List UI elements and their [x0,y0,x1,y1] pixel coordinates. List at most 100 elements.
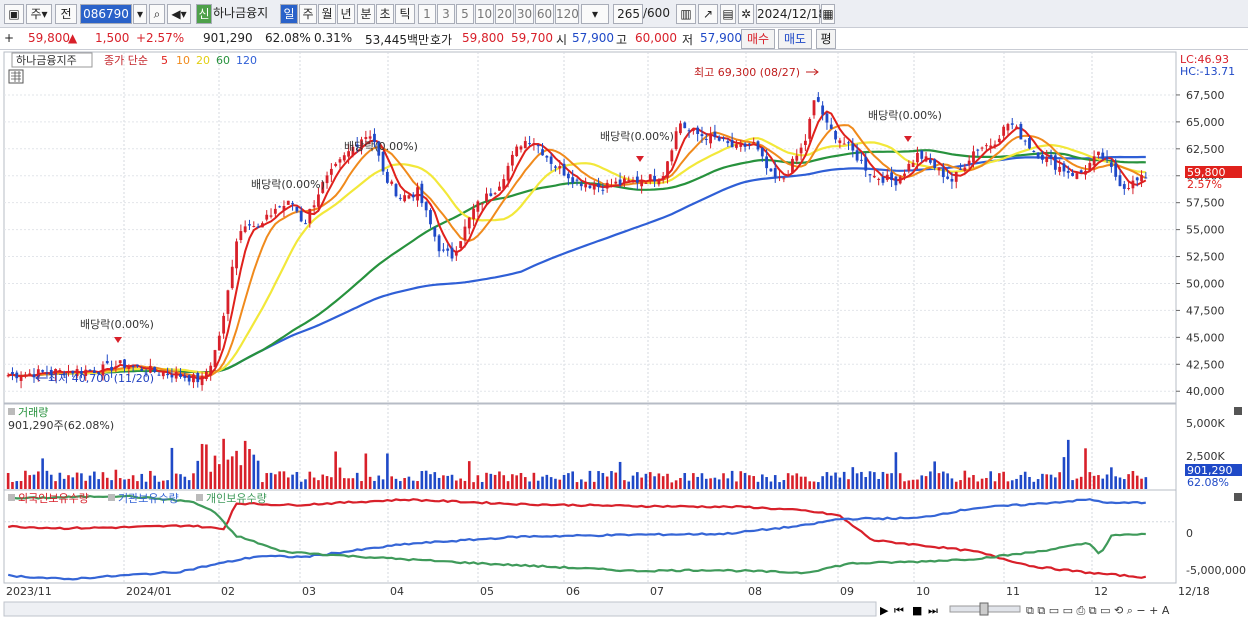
stock-code-input[interactable]: 086790 [80,4,132,24]
interval-60[interactable]: 60 [535,4,554,24]
search-icon[interactable]: ⌕ [149,4,165,24]
volume-bar [334,451,337,489]
candle-body [786,174,790,176]
candle-body [976,149,980,151]
volume-bar [989,471,993,489]
volume-bar [274,474,277,489]
volume-bar [916,479,919,489]
high-arrow-head [813,68,819,76]
close-icon[interactable] [1234,407,1242,415]
interval-20[interactable]: 20 [495,4,514,24]
period-dropdown[interactable]: 주▾ [26,4,52,24]
panel-toggle-icon[interactable] [8,408,15,415]
dividend-note-2: 배당락(0.00%) [251,178,325,191]
speaker-icon[interactable]: ◀▾ [167,4,191,24]
volume-bar [838,477,842,489]
date-input[interactable]: 2024/12/18 [756,4,826,24]
gear-icon[interactable]: ✲ [738,4,754,24]
candle-body [760,148,764,157]
candle-body [536,145,540,147]
candle-body [864,157,868,171]
volume-bar [523,477,527,489]
candle-body [610,185,613,187]
save-icon[interactable]: ▤ [720,4,736,24]
time-scrollbar[interactable] [3,601,877,617]
interval-10[interactable]: 10 [475,4,494,24]
tab-year[interactable]: 년 [337,4,355,24]
interval-30[interactable]: 30 [515,4,534,24]
volume-bar [1032,481,1036,489]
candle-body [200,375,204,386]
eval-button[interactable]: 평 [816,29,836,49]
candle-body [248,224,251,226]
interval-1[interactable]: 1 [418,4,436,24]
tab-second[interactable]: 초 [376,4,394,24]
buy-button[interactable]: 매수 [741,29,775,49]
candle-body [446,248,450,251]
candle-body [480,203,484,205]
volume-bar [911,479,915,489]
panel-toggle-icon[interactable] [8,494,15,501]
volume-bar [1041,473,1044,489]
interval-dropdown[interactable]: ▾ [581,4,609,24]
ma10-label: 10 [176,54,190,67]
stock-chart[interactable]: 40,00042,50045,00047,50050,00052,50055,0… [0,50,1248,621]
rewind-icon[interactable]: ⏮ [894,604,904,617]
close-icon[interactable] [1234,493,1242,501]
data-table-icon[interactable] [8,69,24,84]
candle-body [528,143,531,145]
calendar-icon[interactable]: ▦ [821,4,835,24]
volume-bar [209,471,212,489]
tab-week[interactable]: 주 [299,4,317,24]
candle-body [1041,154,1044,160]
candle-body [885,174,889,180]
draw-tool-icon[interactable]: ↗ [698,4,718,24]
volume-bar [907,480,911,489]
scroll-right-icon[interactable]: ▶ [880,604,889,617]
legend-indiv: 개인보유수량 [206,492,267,505]
volume-bar [49,474,53,489]
sell-button[interactable]: 매도 [778,29,812,49]
tab-month[interactable]: 월 [318,4,336,24]
candle-body [291,203,294,205]
candle-body [683,122,687,129]
volume-bar [985,477,988,489]
volume-bar [1036,479,1040,489]
volume-bar [683,473,687,489]
tab-tick[interactable]: 틱 [395,4,415,24]
chevron-down-icon[interactable]: ▾ [133,4,147,24]
tab-minute[interactable]: 분 [357,4,375,24]
candle-body [424,202,428,211]
forward-icon[interactable]: ⏭ [928,604,938,617]
shin-badge[interactable]: 신 [196,4,212,24]
candle-body [398,197,402,199]
candle-body [847,142,850,144]
count-input[interactable]: 265 [613,4,643,24]
volume-bar [218,464,221,489]
expand-icon[interactable]: + [4,31,15,45]
tab-day[interactable]: 일 [280,4,298,24]
volume-bar [778,482,781,489]
candle-body [261,223,264,228]
window-icon[interactable]: ▣ [4,4,24,24]
interval-120[interactable]: 120 [555,4,579,24]
candle-body [1058,166,1062,172]
volume-bar [105,477,109,489]
interval-3[interactable]: 3 [437,4,455,24]
candle-body [1088,162,1092,171]
zoom-slider-handle[interactable] [979,602,989,616]
volume-bar [735,481,738,489]
candle-type-icon[interactable]: ▥ [676,4,696,24]
candle-body [601,189,605,191]
layout-icons[interactable]: ⧉ ⧉ ▭ ▭ ⎙ ⧉ ▭ ⟲ ⌕ − + A [1026,604,1170,617]
interval-5[interactable]: 5 [456,4,474,24]
volume-bar [920,475,924,489]
volume-bar [717,479,721,489]
volume-bar [1101,478,1105,489]
volume-bar [248,449,251,489]
prev-button[interactable]: 전 [55,4,77,24]
volume-bar [769,481,773,489]
stop-icon[interactable]: ■ [912,604,922,617]
volume-bar [437,477,441,489]
volume-bar [485,472,488,489]
